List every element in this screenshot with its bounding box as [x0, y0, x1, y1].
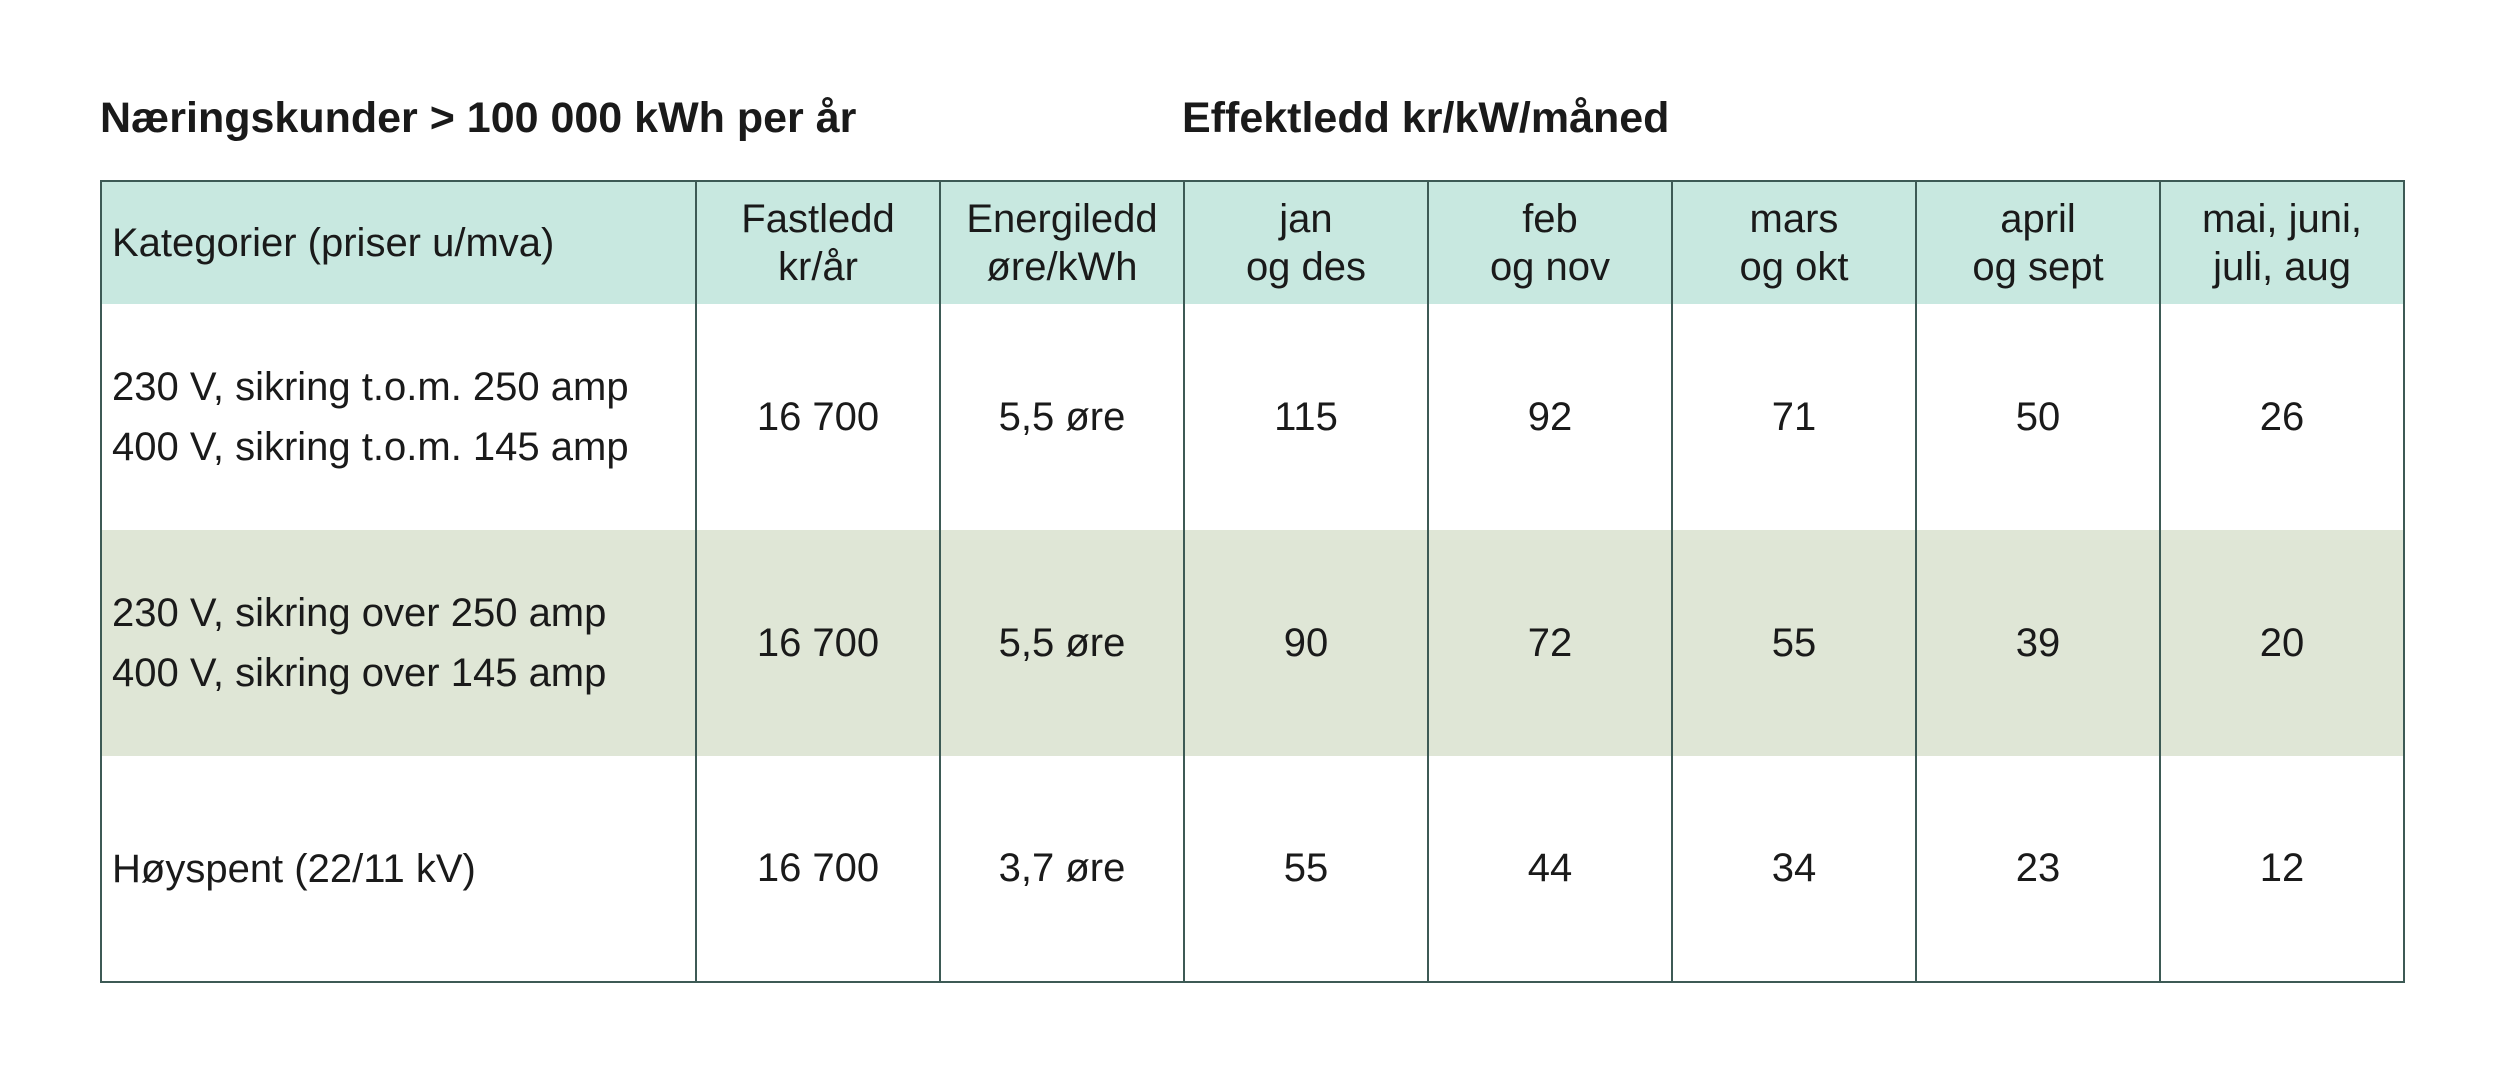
header-fastledd: Fastledd kr/år [695, 181, 941, 304]
header-feb-nov: feb og nov [1427, 181, 1673, 304]
effekt-cell: 71 [1671, 304, 1917, 530]
energiledd-cell: 5,5 øre [939, 530, 1185, 756]
header-energiledd: Energiledd øre/kWh [939, 181, 1185, 304]
fastledd-cell: 16 700 [695, 530, 941, 756]
effekt-cell: 26 [2159, 304, 2405, 530]
effekt-cell: 20 [2159, 530, 2405, 756]
header-unit: øre/kWh [986, 245, 1138, 289]
header-label: Fastledd [741, 197, 895, 241]
table-title: Næringskunder > 100 000 kWh per år [100, 94, 857, 142]
category-cell: Høyspent (22/11 kV) [100, 756, 697, 982]
header-mai-aug: mai, juni, juli, aug [2159, 181, 2405, 304]
effekt-cell: 92 [1427, 304, 1673, 530]
header-unit: kr/år [778, 245, 858, 289]
category-line: Høyspent (22/11 kV) [112, 846, 476, 891]
header-label: og nov [1489, 245, 1611, 289]
category-line: 230 V, sikring over 250 amp [112, 591, 607, 635]
energiledd-cell: 3,7 øre [939, 756, 1185, 982]
header-label: april [2000, 197, 2076, 241]
category-line: 400 V, sikring over 145 amp [112, 651, 607, 695]
header-label: og sept [1972, 245, 2104, 289]
effekt-cell: 72 [1427, 530, 1673, 756]
effekt-cell: 12 [2159, 756, 2405, 982]
header-april-sept: april og sept [1915, 181, 2161, 304]
effekt-cell: 34 [1671, 756, 1917, 982]
header-mars-okt: mars og okt [1671, 181, 1917, 304]
header-label: feb [1522, 197, 1578, 241]
table-row: Høyspent (22/11 kV) 16 700 3,7 øre 55 44… [100, 756, 2405, 982]
header-label: og des [1245, 245, 1367, 289]
category-cell: 230 V, sikring over 250 amp 400 V, sikri… [100, 530, 697, 756]
header-label: Kategorier (priser u/mva) [112, 221, 555, 265]
tariff-table: Kategorier (priser u/mva) Fastledd kr/år… [100, 180, 2405, 983]
effektledd-title: Effektledd kr/kW/måned [1182, 94, 1670, 142]
header-label: mai, juni, [2201, 197, 2363, 241]
header-label: juli, aug [2213, 245, 2351, 289]
effekt-cell: 44 [1427, 756, 1673, 982]
header-label: mars [1749, 197, 1839, 241]
effekt-cell: 50 [1915, 304, 2161, 530]
effekt-cell: 55 [1183, 756, 1429, 982]
category-line: 400 V, sikring t.o.m. 145 amp [112, 425, 629, 469]
header-jan-des: jan og des [1183, 181, 1429, 304]
energiledd-cell: 5,5 øre [939, 304, 1185, 530]
header-kategorier: Kategorier (priser u/mva) [100, 181, 697, 304]
effekt-cell: 90 [1183, 530, 1429, 756]
header-label: Energiledd [966, 197, 1158, 241]
category-cell: 230 V, sikring t.o.m. 250 amp 400 V, sik… [100, 304, 697, 530]
category-line: 230 V, sikring t.o.m. 250 amp [112, 365, 629, 409]
fastledd-cell: 16 700 [695, 756, 941, 982]
header-label: og okt [1739, 245, 1849, 289]
effekt-cell: 23 [1915, 756, 2161, 982]
effekt-cell: 39 [1915, 530, 2161, 756]
effekt-cell: 115 [1183, 304, 1429, 530]
table-row: 230 V, sikring over 250 amp 400 V, sikri… [100, 530, 2405, 756]
header-label: jan [1279, 197, 1333, 241]
fastledd-cell: 16 700 [695, 304, 941, 530]
table-header-row: Kategorier (priser u/mva) Fastledd kr/år… [100, 181, 2405, 304]
table-row: 230 V, sikring t.o.m. 250 amp 400 V, sik… [100, 304, 2405, 530]
effekt-cell: 55 [1671, 530, 1917, 756]
